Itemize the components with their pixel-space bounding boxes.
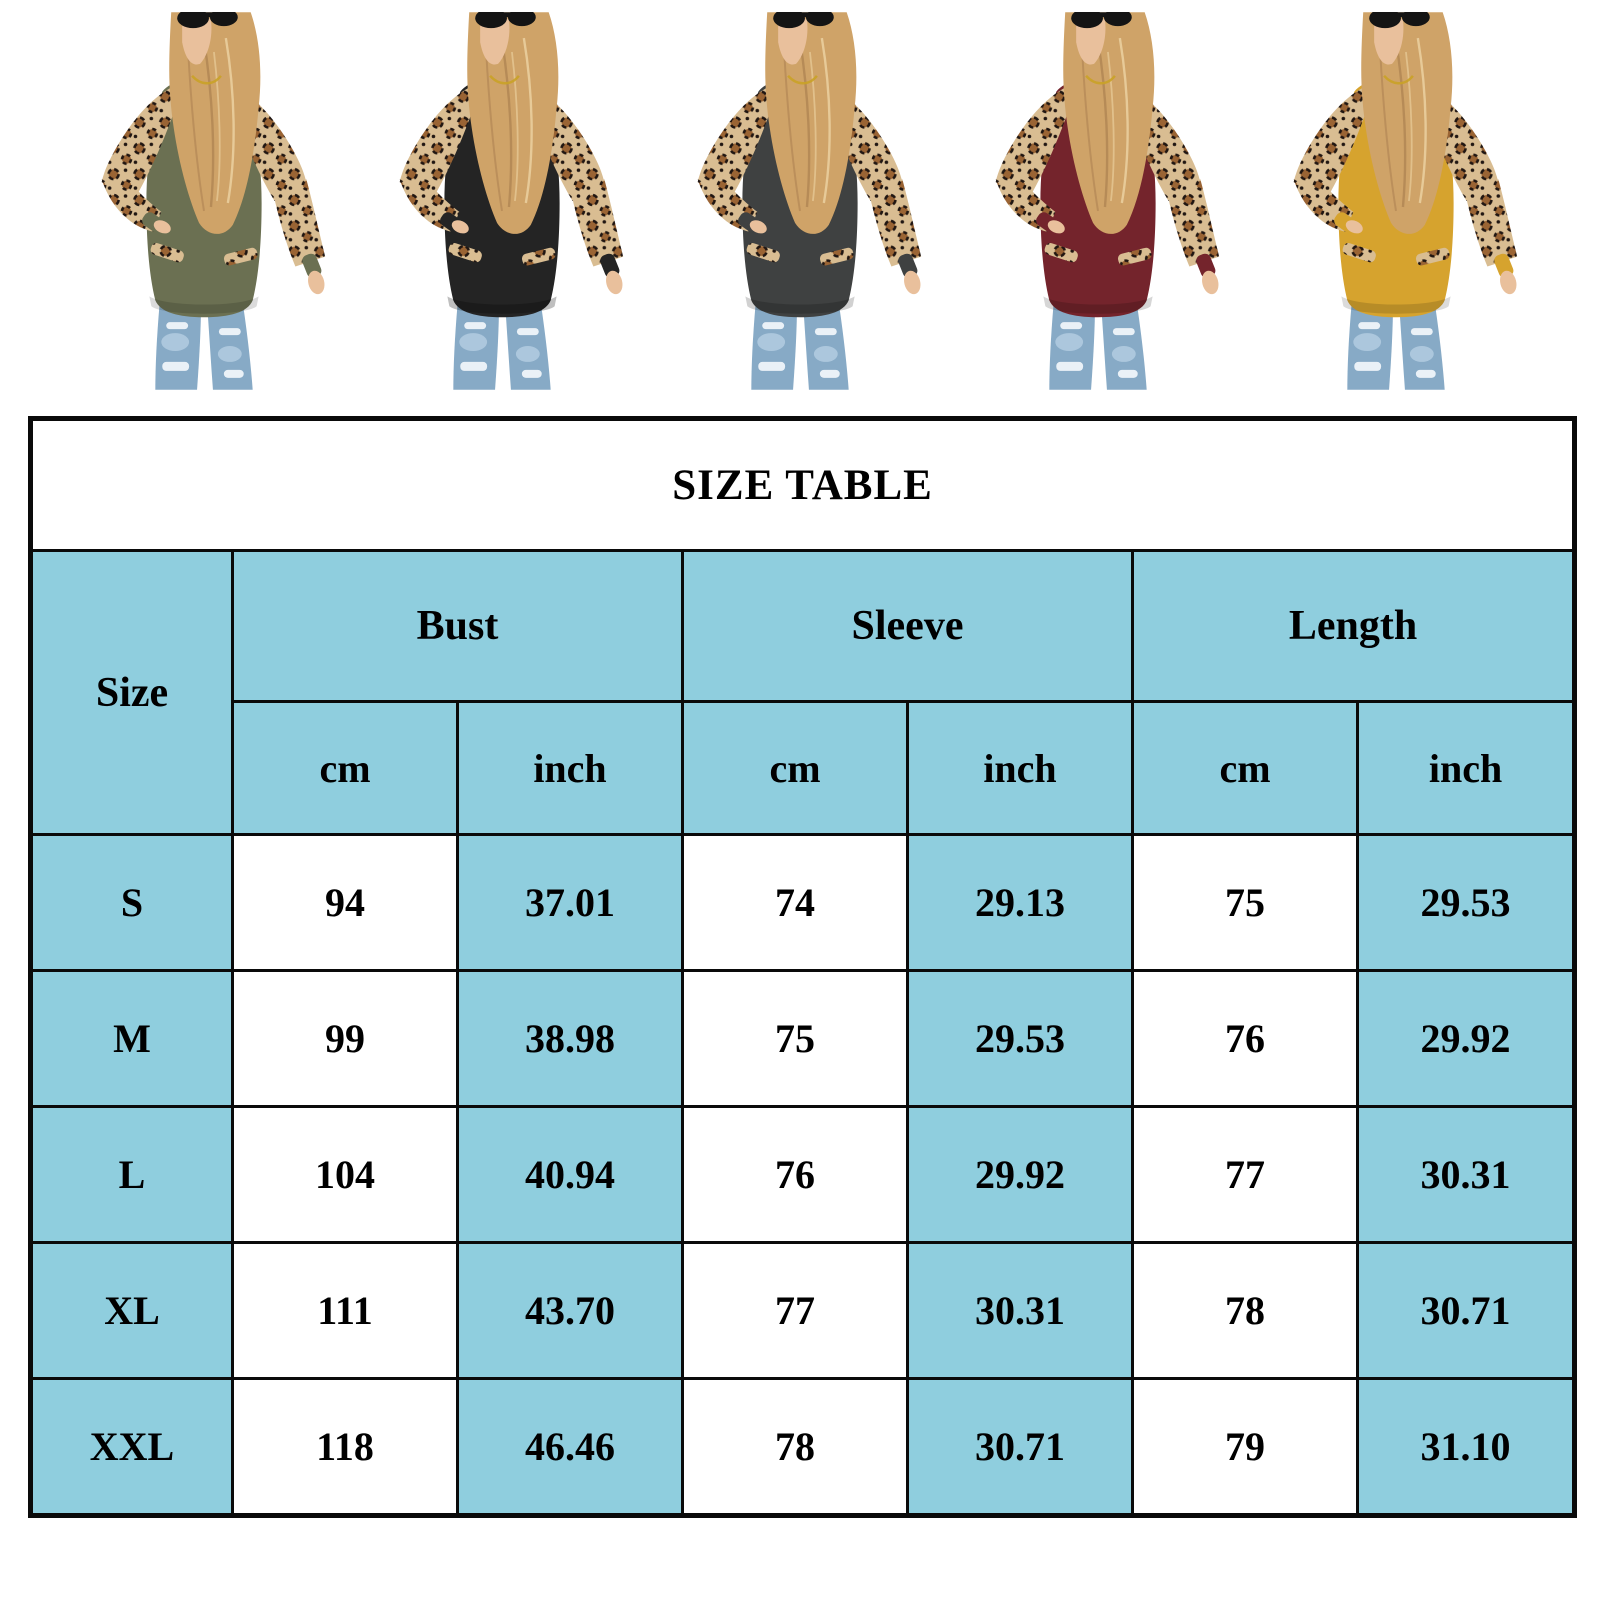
sunglasses-icon [773, 12, 834, 29]
unit-header-bust-inch: inch [456, 700, 684, 836]
cell-m-sleeve-inch: 29.53 [906, 969, 1134, 1108]
jeans [1347, 296, 1445, 390]
cell-xl-bust-cm: 111 [231, 1241, 459, 1380]
product-photo-mustard-yellow [1247, 12, 1545, 390]
cuffs-and-hands [440, 212, 623, 295]
cell-l-bust-cm: 104 [231, 1105, 459, 1244]
cell-m-length-inch: 29.92 [1355, 969, 1577, 1108]
model-head [1361, 12, 1453, 234]
table-row-xxl: XXL 118 46.46 78 30.71 79 31.10 [29, 1377, 1577, 1517]
row-label-s: S [29, 833, 234, 972]
cell-m-bust-cm: 99 [231, 969, 459, 1108]
cell-l-length-cm: 77 [1131, 1105, 1359, 1244]
row-label-xl: XL [29, 1241, 234, 1380]
jeans [751, 296, 849, 390]
cell-l-sleeve-inch: 29.92 [906, 1105, 1134, 1244]
sunglasses-icon [1071, 12, 1132, 29]
cell-s-bust-inch: 37.01 [456, 833, 684, 972]
cell-xl-bust-inch: 43.70 [456, 1241, 684, 1380]
cell-s-sleeve-inch: 29.13 [906, 833, 1134, 972]
cell-s-length-cm: 75 [1131, 833, 1359, 972]
cuffs-and-hands [738, 212, 921, 295]
cell-xl-length-inch: 30.71 [1355, 1241, 1577, 1380]
product-photo-wine-red [949, 12, 1247, 390]
column-header-sleeve: Sleeve [681, 549, 1134, 703]
cell-s-length-inch: 29.53 [1355, 833, 1577, 972]
unit-header-bust-cm: cm [231, 700, 459, 836]
cell-xxl-sleeve-cm: 78 [681, 1377, 909, 1517]
row-label-xxl: XXL [29, 1377, 234, 1517]
cell-xl-length-cm: 78 [1131, 1241, 1359, 1380]
cell-m-sleeve-cm: 75 [681, 969, 909, 1108]
leopard-sleeves [995, 81, 1220, 267]
cell-xl-sleeve-cm: 77 [681, 1241, 909, 1380]
column-header-bust: Bust [231, 549, 684, 703]
cell-xxl-length-inch: 31.10 [1355, 1377, 1577, 1517]
cell-xxl-length-cm: 79 [1131, 1377, 1359, 1517]
cuffs-and-hands [142, 212, 325, 295]
unit-header-length-inch: inch [1355, 700, 1577, 836]
cell-s-bust-cm: 94 [231, 833, 459, 972]
cell-l-length-inch: 30.31 [1355, 1105, 1577, 1244]
column-header-size: Size [29, 549, 234, 836]
row-label-m: M [29, 969, 234, 1108]
model-head [467, 12, 559, 234]
column-header-length: Length [1130, 549, 1577, 703]
size-table-title: SIZE TABLE [28, 417, 1577, 552]
unit-header-sleeve-inch: inch [906, 700, 1134, 836]
sunglasses-icon [177, 12, 238, 29]
cell-m-length-cm: 76 [1131, 969, 1359, 1108]
model-head [765, 12, 857, 234]
product-photo-black [353, 12, 651, 390]
cell-l-bust-inch: 40.94 [456, 1105, 684, 1244]
model-head [1063, 12, 1155, 234]
sunglasses-icon [1369, 12, 1430, 29]
cell-m-bust-inch: 38.98 [456, 969, 684, 1108]
cell-xxl-bust-cm: 118 [231, 1377, 459, 1517]
unit-header-length-cm: cm [1131, 700, 1359, 836]
sunglasses-icon [475, 12, 536, 29]
jeans [453, 296, 551, 390]
table-row-xl: XL 111 43.70 77 30.31 78 30.71 [29, 1241, 1577, 1380]
cell-xxl-bust-inch: 46.46 [456, 1377, 684, 1517]
product-photo-army-green [55, 12, 353, 390]
table-row-l: L 104 40.94 76 29.92 77 30.31 [29, 1105, 1577, 1244]
cell-s-sleeve-cm: 74 [681, 833, 909, 972]
product-photo-dark-gray [651, 12, 949, 390]
table-row-s: S 94 37.01 74 29.13 75 29.53 [29, 833, 1577, 972]
size-table-section: SIZE TABLE Size Bust Sleeve Length cm in… [28, 416, 1578, 1518]
cell-xl-sleeve-inch: 30.31 [906, 1241, 1134, 1380]
product-gallery [0, 0, 1600, 398]
jeans [1049, 296, 1147, 390]
row-label-l: L [29, 1105, 234, 1244]
size-table: SIZE TABLE Size Bust Sleeve Length cm in… [28, 416, 1578, 1518]
cell-l-sleeve-cm: 76 [681, 1105, 909, 1244]
cuffs-and-hands [1334, 212, 1517, 295]
jeans [155, 296, 253, 390]
cell-xxl-sleeve-inch: 30.71 [906, 1377, 1134, 1517]
cuffs-and-hands [1036, 212, 1219, 295]
unit-header-sleeve-cm: cm [681, 700, 909, 836]
table-row-m: M 99 38.98 75 29.53 76 29.92 [29, 969, 1577, 1108]
model-head [169, 12, 261, 234]
